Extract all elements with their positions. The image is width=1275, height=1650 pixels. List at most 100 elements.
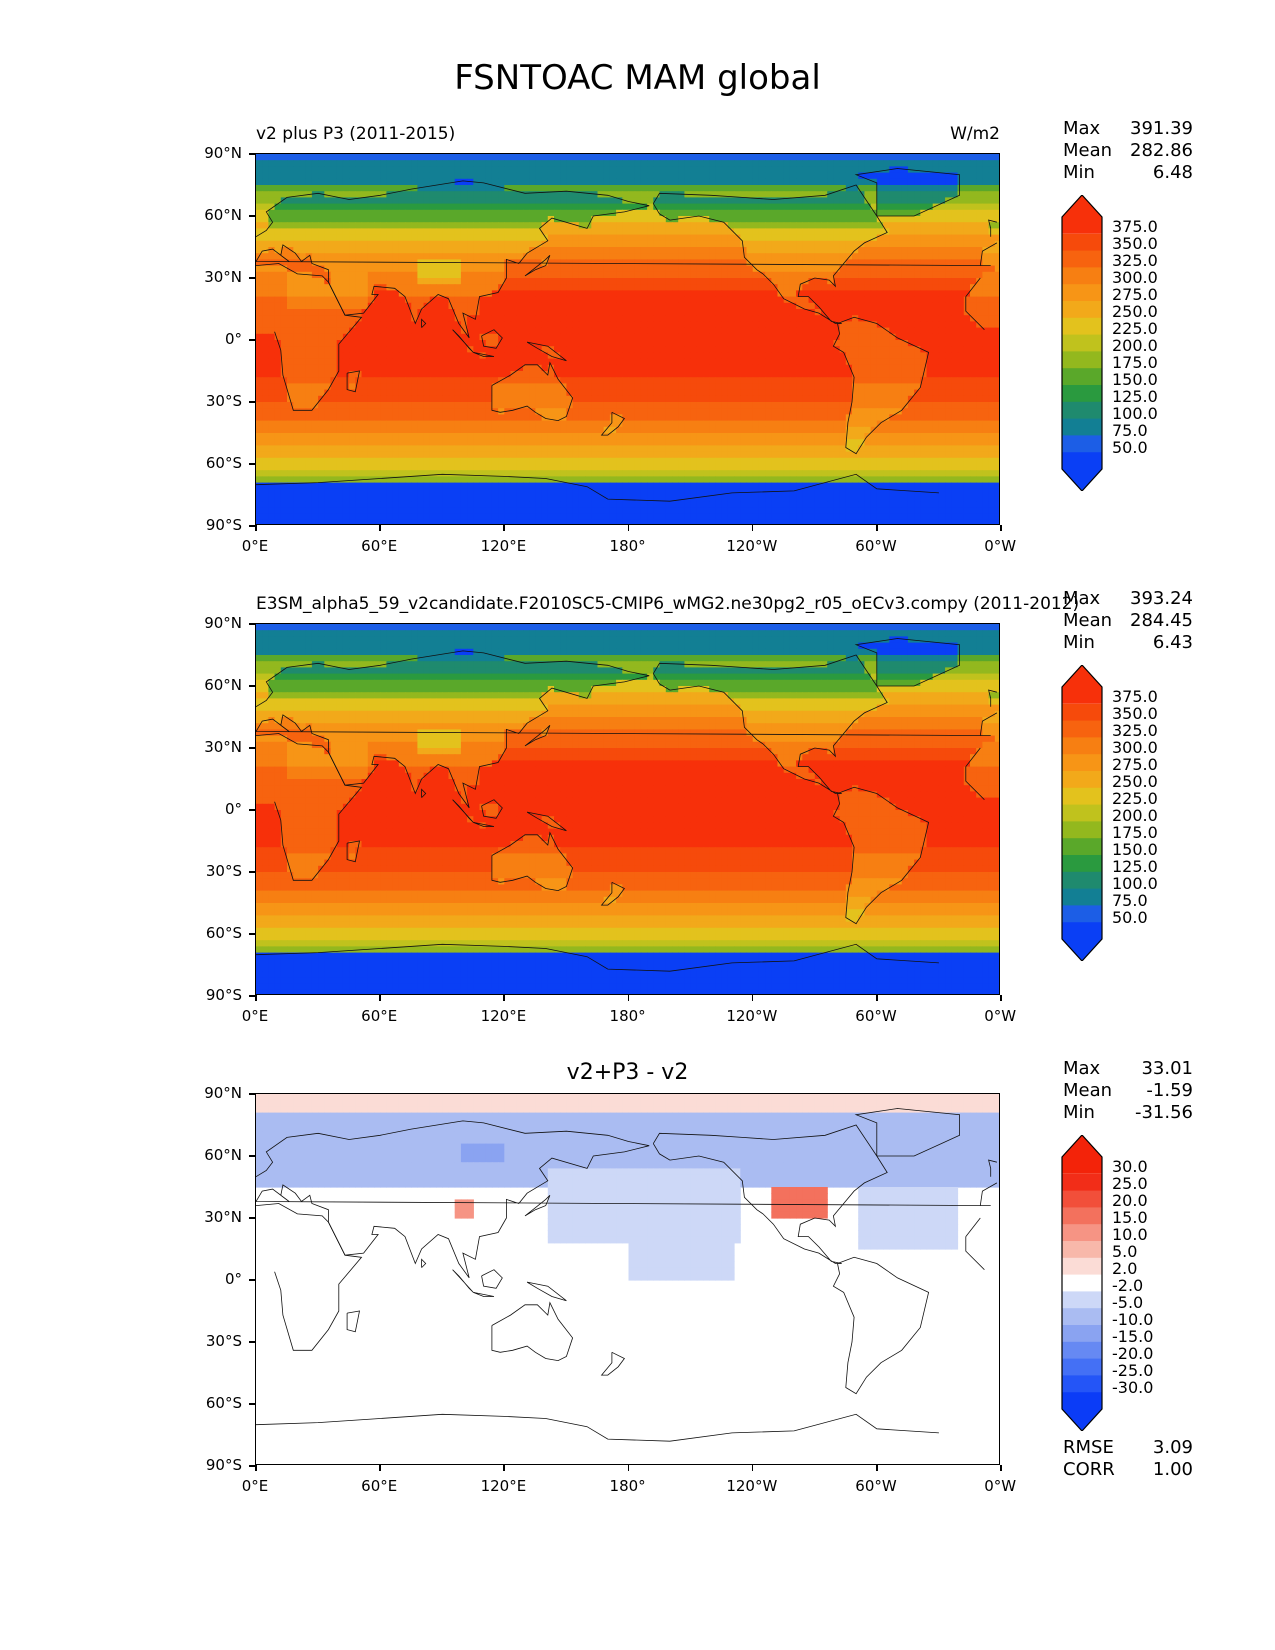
lon-tick-label: 60°W — [855, 1007, 897, 1025]
lat-tick — [249, 463, 255, 465]
lon-tick-label: 60°W — [855, 537, 897, 555]
lat-tick — [249, 1403, 255, 1405]
colorbar — [1060, 194, 1104, 495]
colorbar-swatch — [1062, 703, 1102, 722]
stat-label: Max — [1063, 118, 1101, 139]
coastlines — [256, 168, 998, 502]
colorbar-swatch — [1062, 838, 1102, 856]
figure-title: FSNTOAC MAM global — [454, 58, 821, 98]
coastlines — [256, 638, 998, 972]
lon-tick — [255, 525, 257, 531]
colorbar-tick-label: 350.0 — [1112, 704, 1158, 723]
colorbar-tick-label: 200.0 — [1112, 336, 1158, 355]
colorbar-outline — [1061, 1134, 1103, 1432]
stat-label: Min — [1063, 1102, 1095, 1123]
stat-value: 282.86 — [1130, 140, 1193, 161]
colorbar-tick-label: -2.0 — [1112, 1276, 1144, 1295]
coastline — [854, 638, 960, 687]
colorbar-tick-label: -5.0 — [1112, 1293, 1144, 1312]
coastline — [256, 1413, 939, 1442]
coastline — [652, 654, 888, 794]
coastline — [854, 1108, 960, 1157]
lon-tick-label: 0°E — [241, 537, 269, 555]
colorbar-swatch — [1062, 1291, 1102, 1309]
lon-tick-label: 0°W — [984, 1007, 1017, 1025]
colorbar-swatch — [1062, 771, 1102, 789]
lat-tick-label: 90°S — [205, 986, 242, 1004]
coastline — [491, 361, 574, 422]
coastline — [421, 788, 427, 798]
map-difference — [255, 1093, 1000, 1465]
lon-tick — [627, 995, 630, 1001]
lat-tick-label: 30°S — [205, 1332, 242, 1350]
colorbar-swatch — [1062, 267, 1102, 285]
lon-tick-label: 120°W — [726, 1477, 778, 1495]
coastline — [526, 341, 567, 362]
lon-tick — [1000, 525, 1002, 531]
stat-label: Mean — [1063, 140, 1113, 161]
panel-subtitle: E3SM_alpha5_59_v2candidate.F2010SC5-CMIP… — [256, 594, 1080, 614]
colorbar-swatch — [1062, 1257, 1102, 1276]
coastline — [481, 329, 503, 349]
lat-tick — [249, 995, 255, 997]
colorbar-tick-label: 250.0 — [1112, 302, 1158, 321]
stat-value: -31.56 — [1134, 1102, 1193, 1123]
lat-tick-label: 30°S — [205, 392, 242, 410]
stat-value: 33.01 — [1141, 1058, 1193, 1079]
stat-value: 391.39 — [1130, 118, 1193, 139]
colorbar-tick-label: 225.0 — [1112, 789, 1158, 808]
colorbar-swatch — [1062, 1190, 1102, 1208]
lat-tick — [249, 747, 255, 749]
colorbar-swatch — [1062, 301, 1102, 319]
colorbar-swatch — [1062, 855, 1102, 873]
colorbar-tick-label: 15.0 — [1112, 1208, 1148, 1227]
panel-subtitle: v2+P3 - v2 — [566, 1060, 689, 1085]
stat-row: Max 33.01 — [1063, 1058, 1193, 1080]
lat-tick — [249, 685, 255, 687]
lon-tick — [751, 995, 754, 1001]
coastline — [988, 219, 997, 237]
lat-tick-label: 90°S — [205, 516, 242, 534]
coastline — [524, 255, 551, 277]
colorbar-tick-label: 75.0 — [1112, 891, 1148, 910]
colorbar-swatch — [1062, 250, 1102, 268]
lat-tick — [249, 809, 255, 811]
stat-row: Min 6.48 — [1063, 162, 1193, 184]
lat-tick — [249, 871, 255, 873]
colorbar-swatch — [1062, 787, 1102, 806]
colorbar-tick-label: -30.0 — [1112, 1378, 1154, 1397]
colorbar-swatch — [1062, 452, 1102, 491]
colorbar-tick-label: 50.0 — [1112, 908, 1148, 927]
lat-tick-label: 90°N — [204, 1084, 242, 1102]
stat-row: Mean -1.59 — [1063, 1080, 1193, 1102]
colorbar-swatch — [1062, 905, 1102, 923]
lon-tick-label: 60°E — [361, 1007, 398, 1025]
lat-tick — [249, 525, 255, 527]
lat-tick-label: 0° — [224, 800, 242, 818]
lon-tick — [627, 1465, 630, 1471]
lat-tick-label: 60°N — [204, 1146, 242, 1164]
colorbar-swatch — [1062, 1224, 1102, 1242]
coastline — [526, 1281, 567, 1302]
colorbar-tick-label: 50.0 — [1112, 438, 1148, 457]
lon-tick — [1000, 1465, 1002, 1471]
colorbar-tick-label: 300.0 — [1112, 268, 1158, 287]
coastline — [652, 184, 888, 324]
colorbar-swatch — [1062, 754, 1102, 772]
colorbar-swatch — [1062, 737, 1102, 755]
colorbar-labels: 30.0 25.0 20.0 15.0 10.0 5.0 2.0 -2.0 -5.0 -10.0-… — [1112, 1158, 1153, 1396]
lon-tick-label: 180° — [609, 1477, 646, 1495]
corr-label: CORR — [1063, 1459, 1115, 1480]
coastline — [524, 725, 551, 747]
panel-reference: E3SM_alpha5_59_v2candidate.F2010SC5-CMIP… — [0, 470, 1275, 1025]
map-field — [256, 1094, 999, 1464]
colorbar-tick-label: 225.0 — [1112, 319, 1158, 338]
stat-value: 393.24 — [1130, 588, 1193, 609]
colorbar-swatch — [1062, 720, 1102, 738]
coastline — [256, 180, 998, 339]
stat-label: Min — [1063, 162, 1095, 183]
colorbar-swatch — [1062, 665, 1102, 704]
colorbar-tick-label: 350.0 — [1112, 234, 1158, 253]
lat-tick-label: 30°N — [204, 738, 242, 756]
lat-tick — [249, 1341, 255, 1343]
